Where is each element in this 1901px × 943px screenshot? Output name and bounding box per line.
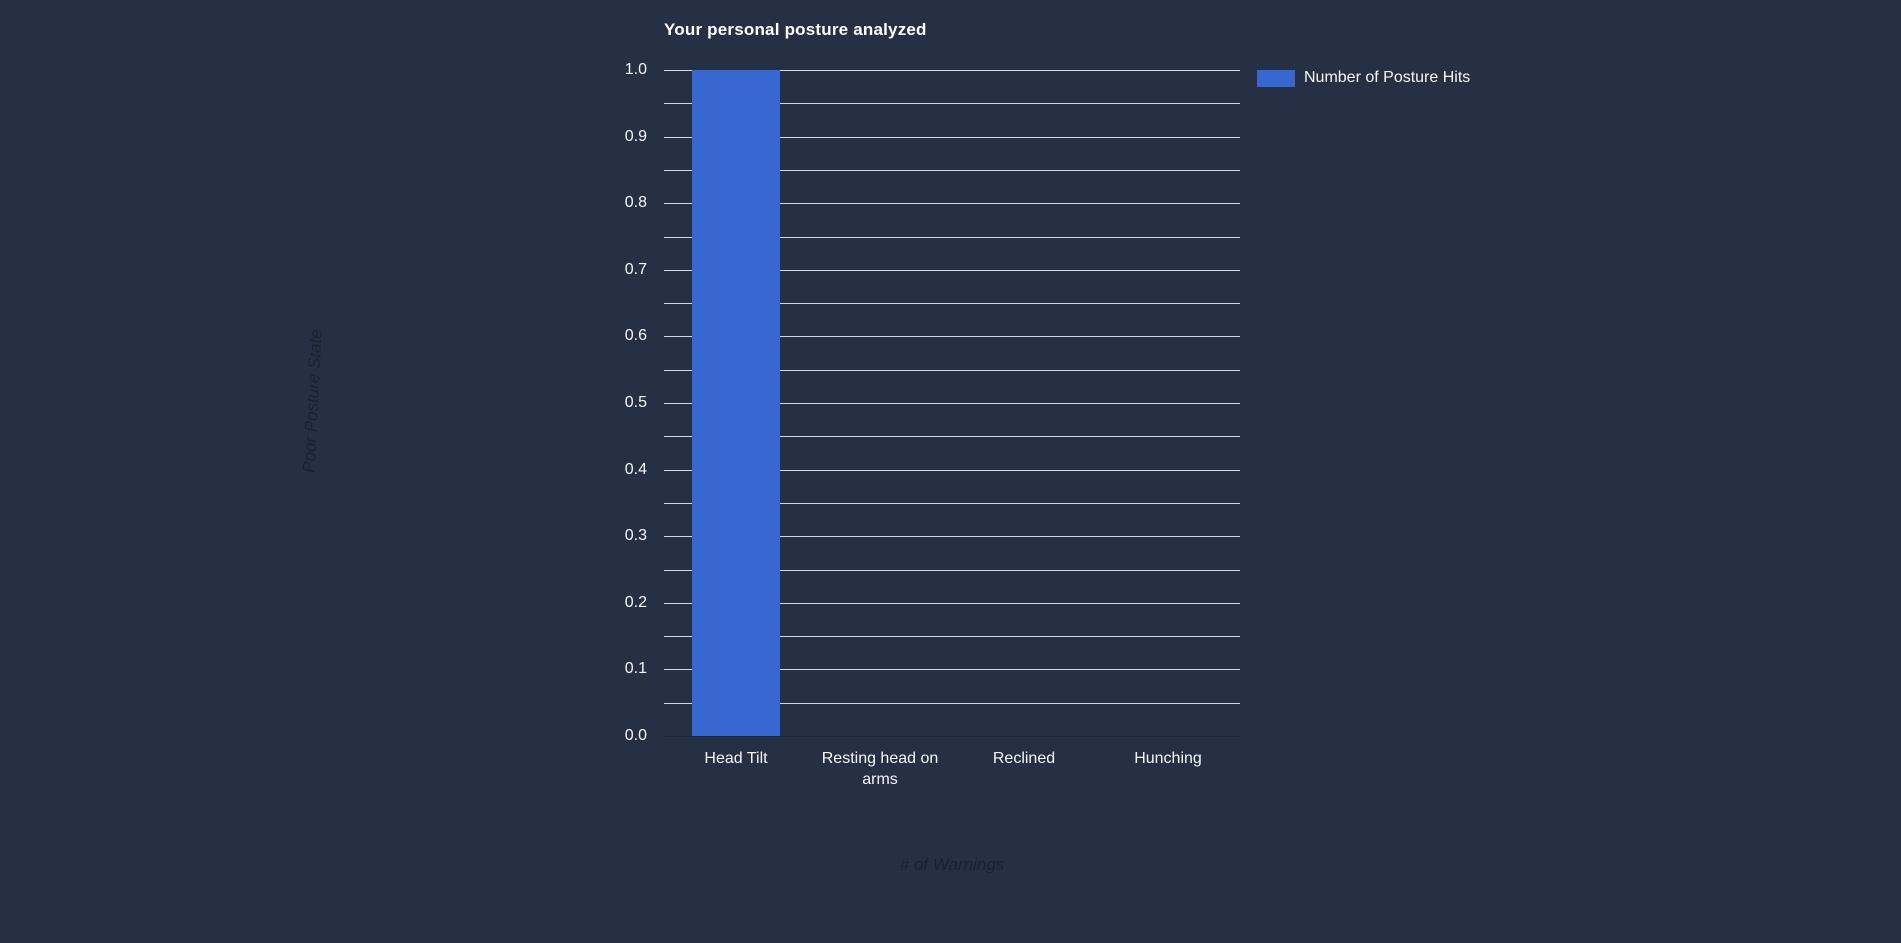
- y-tick-label: 0.3: [624, 527, 647, 545]
- gridline: [664, 569, 1240, 571]
- y-tick-label: 0.8: [624, 194, 647, 212]
- legend-color-swatch: [1257, 69, 1295, 87]
- x-category-label: Reclined: [992, 750, 1056, 767]
- gridline: [664, 469, 1240, 471]
- gridline: [664, 536, 1240, 538]
- chart-title: Your personal posture analyzed: [664, 20, 927, 39]
- y-tick-label: 1.0: [624, 61, 647, 78]
- y-tick-label: 0.1: [624, 660, 647, 678]
- gridline: [664, 403, 1240, 404]
- bar-head-tilt[interactable]: [692, 70, 780, 736]
- gridline: [664, 103, 1240, 105]
- x-axis-baseline: [664, 736, 1240, 737]
- y-tick-label: 0.7: [624, 260, 647, 278]
- y-tick-label: 0.5: [624, 394, 647, 411]
- y-tick-label: 0.0: [624, 727, 647, 744]
- y-axis-title: Poor Posture State: [299, 328, 326, 474]
- gridline: [664, 502, 1240, 504]
- gridline: [664, 70, 1240, 71]
- x-category-label: Hunching: [1134, 750, 1202, 767]
- y-tick-label: 0.4: [624, 460, 647, 478]
- gridline: [664, 269, 1240, 271]
- gridline: [664, 236, 1240, 238]
- y-tick-label: 0.2: [624, 593, 647, 611]
- gridline: [664, 602, 1240, 604]
- gridline: [664, 203, 1240, 205]
- gridline: [664, 436, 1240, 438]
- gridline: [664, 136, 1240, 138]
- gridline: [664, 669, 1240, 671]
- plot-area: [664, 70, 1240, 737]
- x-category-label: Head Tilt: [704, 750, 768, 767]
- gridline: [664, 636, 1240, 638]
- y-axis-tick-labels: 1.0 0.9 0.8 0.7 0.6 0.5 0.4 0.3 0.2 0.1 0.0: [547, 0, 647, 943]
- gridline: [664, 303, 1240, 305]
- gridline: [664, 702, 1240, 704]
- y-tick-label: 0.6: [624, 327, 647, 345]
- legend-label: Number of Posture Hits: [1304, 69, 1471, 86]
- legend-item[interactable]: Number of Posture Hits: [1257, 69, 1470, 87]
- x-axis-title: # of Warnings: [899, 855, 1005, 874]
- x-category-label: Resting head on arms: [821, 750, 939, 788]
- gridline: [664, 169, 1240, 171]
- gridline: [664, 369, 1240, 371]
- gridline: [664, 336, 1240, 338]
- y-tick-label: 0.9: [624, 127, 647, 145]
